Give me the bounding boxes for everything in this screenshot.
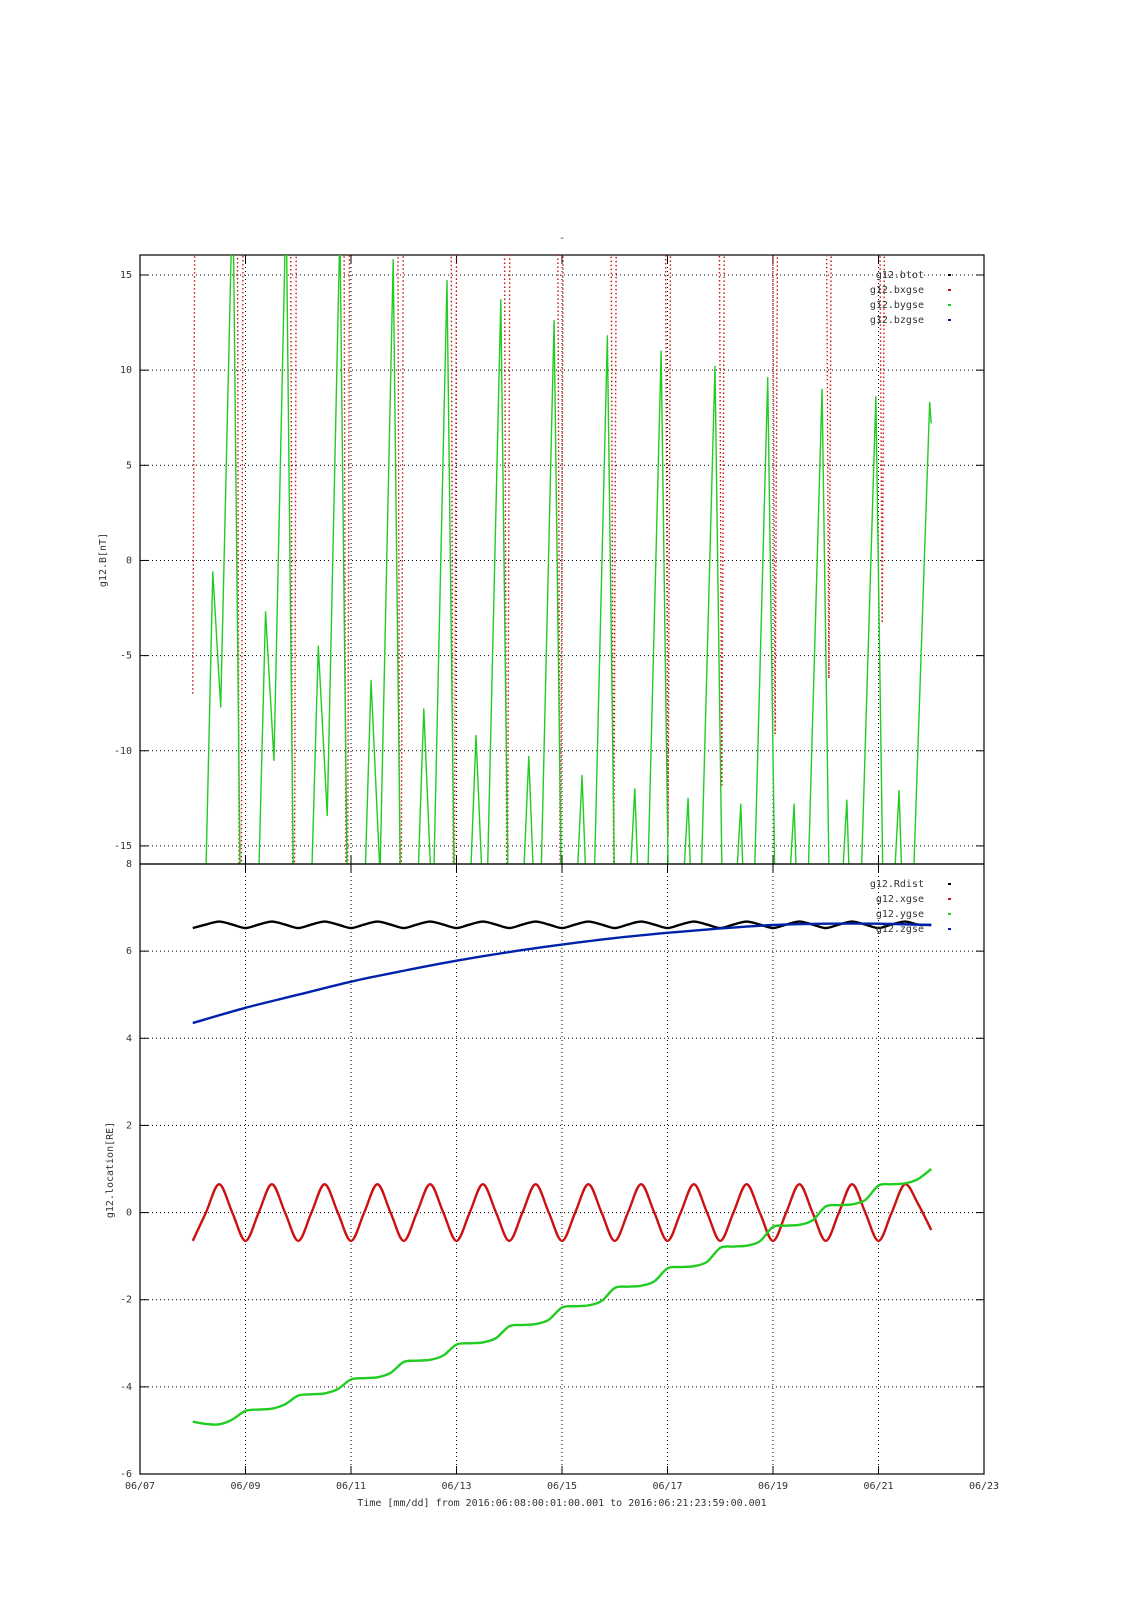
y-tick-label: 5: [126, 460, 132, 471]
y-tick-label: -6: [120, 1469, 132, 1480]
x-tick-label: 06/21: [863, 1481, 893, 1492]
data-line: [192, 1168, 932, 1426]
x-tick-label: 06/11: [336, 1481, 366, 1492]
y-tick-label: 8: [126, 859, 132, 870]
x-tick-label: 06/15: [547, 1481, 577, 1492]
y-axis-label: g12.B[nT]: [98, 533, 109, 587]
legend-label: g12.ygse: [876, 909, 924, 920]
y-tick-label: -15: [114, 841, 132, 852]
legend-label: g12.zgse: [876, 924, 924, 935]
y-tick-label: 10: [120, 365, 132, 376]
legend-label: g12.bxgse: [870, 285, 924, 296]
y-tick-label: -4: [120, 1382, 132, 1393]
x-axis-label: Time [mm/dd] from 2016:06:08:00:01:00.00…: [357, 1498, 766, 1509]
data-line: [193, 0, 932, 142]
plot-frame: [139, 863, 985, 1475]
y-tick-label: -2: [120, 1295, 132, 1306]
legend-label: g12.bygse: [870, 300, 924, 311]
data-line: [192, 255, 886, 864]
chart-title: -: [559, 233, 565, 244]
data-line: [193, 0, 932, 180]
legend-label: g12.xgse: [876, 894, 924, 905]
y-axis-label: g12.location[RE]: [105, 1122, 116, 1218]
x-tick-label: 06/19: [758, 1481, 788, 1492]
legend-label: g12.Rdist: [870, 879, 924, 890]
legend-label: g12.btot: [876, 270, 924, 281]
x-tick-label: 06/07: [125, 1481, 155, 1492]
x-tick-label: 06/13: [441, 1481, 471, 1492]
x-tick-label: 06/09: [230, 1481, 260, 1492]
data-line: [205, 255, 932, 864]
y-tick-label: 6: [126, 946, 132, 957]
data-line: [191, 1183, 933, 1243]
y-tick-label: -10: [114, 746, 132, 757]
y-tick-label: 4: [126, 1033, 132, 1044]
plot-area: [192, 0, 932, 864]
y-tick-label: -5: [120, 651, 132, 662]
legend-label: g12.bzgse: [870, 315, 924, 326]
x-tick-label: 06/23: [969, 1481, 999, 1492]
y-tick-label: 15: [120, 270, 132, 281]
plot-area: [191, 920, 933, 1426]
y-tick-label: 2: [126, 1120, 132, 1131]
y-tick-label: 0: [126, 1208, 132, 1219]
data-line: [192, 922, 932, 1025]
x-tick-label: 06/17: [652, 1481, 682, 1492]
y-tick-label: 0: [126, 555, 132, 566]
